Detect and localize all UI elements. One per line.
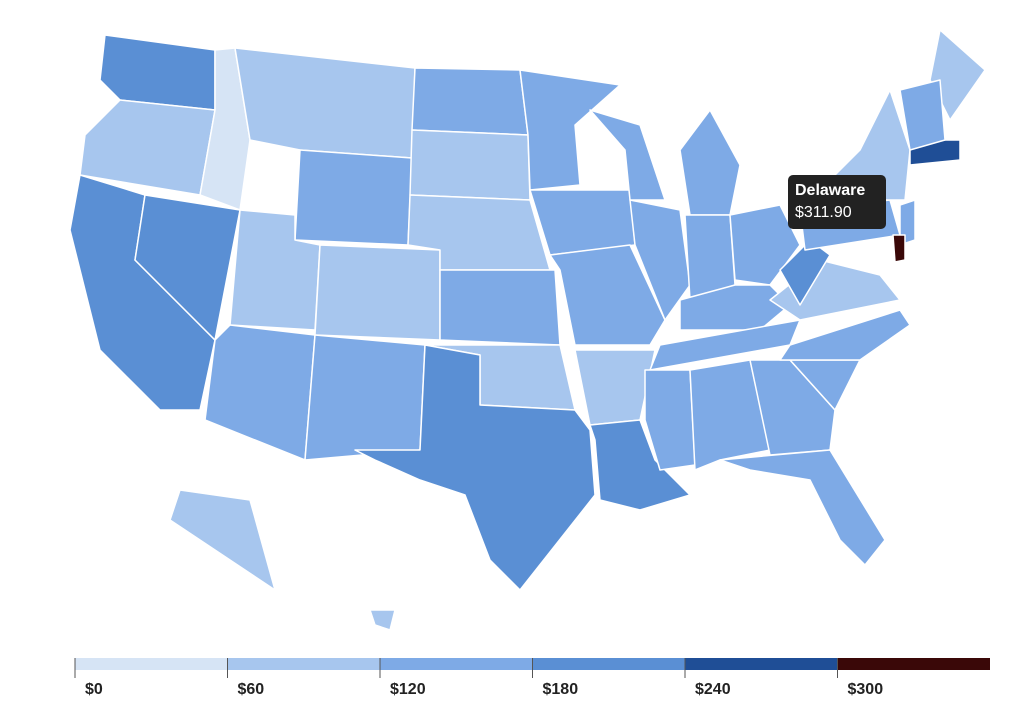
state bbox=[411, 67, 529, 136]
state bbox=[892, 234, 906, 263]
state bbox=[529, 189, 636, 256]
legend-swatch bbox=[380, 658, 533, 670]
state bbox=[304, 334, 426, 461]
state bbox=[719, 449, 886, 566]
legend-swatch bbox=[837, 658, 990, 670]
tooltip-value: $311.90 bbox=[795, 204, 852, 221]
state bbox=[169, 489, 276, 591]
state bbox=[234, 47, 416, 159]
legend-swatch bbox=[227, 658, 380, 670]
state bbox=[899, 199, 916, 246]
state bbox=[409, 129, 531, 201]
state bbox=[314, 244, 441, 341]
state bbox=[369, 609, 396, 631]
tooltip-box bbox=[788, 175, 886, 229]
state bbox=[354, 344, 596, 591]
state bbox=[99, 34, 216, 111]
legend-tick-label: $240 bbox=[695, 681, 731, 698]
state bbox=[644, 369, 696, 471]
state bbox=[679, 109, 741, 216]
legend-tick-label: $60 bbox=[238, 681, 265, 698]
state bbox=[589, 419, 691, 511]
state bbox=[689, 359, 771, 471]
state bbox=[779, 309, 911, 361]
legend-tick-label: $0 bbox=[85, 681, 103, 698]
state bbox=[779, 239, 831, 306]
state bbox=[589, 109, 666, 201]
state bbox=[629, 199, 691, 321]
legend-swatch bbox=[532, 658, 685, 670]
legend-swatch bbox=[75, 658, 228, 670]
state bbox=[204, 324, 316, 461]
states bbox=[69, 29, 986, 631]
state bbox=[574, 349, 656, 426]
state bbox=[899, 79, 946, 151]
legend-tick-label: $180 bbox=[543, 681, 579, 698]
state bbox=[439, 269, 561, 346]
legend-tick-label: $300 bbox=[848, 681, 884, 698]
state bbox=[294, 149, 413, 246]
state bbox=[929, 29, 986, 121]
tooltip-title: Delaware bbox=[795, 182, 865, 199]
state bbox=[519, 69, 621, 191]
state bbox=[549, 244, 666, 346]
legend-swatch bbox=[685, 658, 838, 670]
tooltip: Delaware $311.90 bbox=[788, 175, 886, 229]
legend: $0 $60 $120 $180 $240 $300 bbox=[74, 658, 990, 698]
legend-tick-label: $120 bbox=[390, 681, 426, 698]
